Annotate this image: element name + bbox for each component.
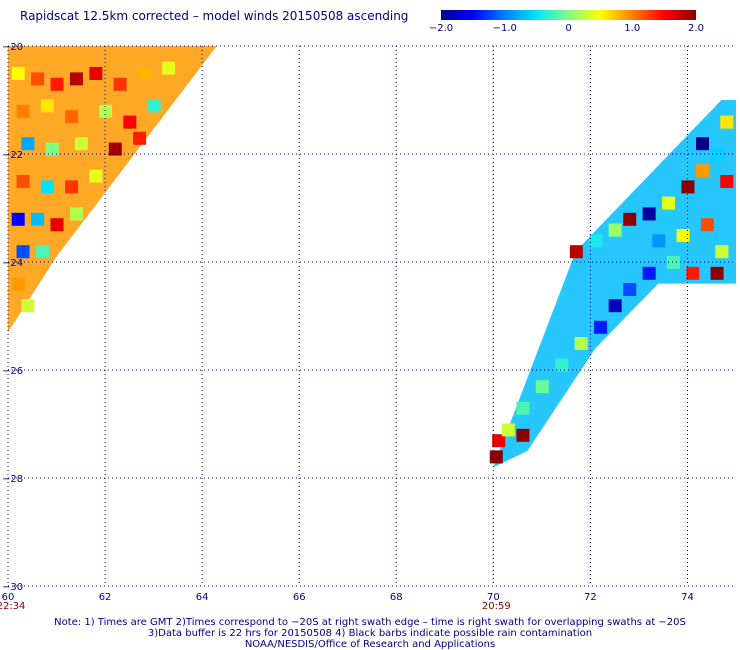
wind-cell [623, 212, 637, 226]
colorbar-tick-label: 1.0 [624, 23, 640, 34]
wind-cell [589, 234, 603, 248]
wind-cell [11, 67, 25, 80]
wind-cell [50, 77, 64, 91]
note-line-2: 3)Data buffer is 22 hrs for 20150508 4) … [147, 628, 593, 639]
swath-area [8, 46, 217, 333]
wind-cell [21, 299, 35, 313]
wind-cell [65, 180, 79, 194]
x-tick-label: 64 [196, 592, 209, 603]
wind-cell [108, 142, 122, 156]
wind-cell [35, 245, 49, 259]
wind-cell [623, 283, 637, 296]
wind-cell [162, 61, 176, 75]
y-tick-label: −20 [2, 42, 23, 53]
map-title: Rapidscat 12.5km corrected – model winds… [20, 9, 409, 23]
wind-cell [99, 104, 113, 118]
y-tick-label: −22 [2, 150, 23, 161]
x-tick-label: 72 [584, 592, 597, 603]
y-tick-label: −28 [2, 474, 23, 485]
x-tick-label: 68 [390, 592, 403, 603]
wind-cell [594, 320, 608, 334]
wind-cell [89, 169, 103, 183]
x-tick-label: 74 [681, 592, 694, 603]
wind-cell [662, 196, 676, 210]
swath-area [493, 100, 736, 468]
note-line-1: Note: 1) Times are GMT 2)Times correspon… [54, 617, 686, 628]
wind-cell [652, 234, 666, 248]
wind-cell [720, 115, 734, 129]
x-tick-label: 62 [99, 592, 112, 603]
wind-cell [40, 180, 54, 194]
wind-cell [50, 218, 64, 232]
wind-cell [45, 142, 59, 156]
wind-cell [696, 164, 710, 178]
x-tick-label: 66 [293, 592, 306, 603]
wind-cell [686, 266, 700, 280]
y-tick-label: −26 [2, 366, 23, 377]
wind-cell [608, 223, 622, 237]
wind-cell [123, 115, 137, 129]
wind-cell [31, 212, 45, 226]
wind-cell [710, 266, 724, 280]
time-label: 20:59 [482, 601, 511, 612]
wind-cell [89, 67, 103, 80]
colorbar-bar [441, 10, 696, 20]
wind-cell [74, 137, 88, 151]
wind-cell [31, 72, 45, 86]
wind-cell [489, 450, 503, 464]
wind-cell [720, 175, 734, 188]
wind-cell [137, 67, 151, 80]
wind-cell [69, 207, 83, 221]
x-tick-label: 60 [2, 592, 15, 603]
wind-cell [555, 358, 569, 372]
wind-cell [608, 299, 622, 313]
colorbar-tick-label: 2.0 [688, 23, 704, 34]
axes: 60 62 64 66 68 70 72 74 −20 −22 −24 −26 −28 −30 22:34 2… [0, 42, 694, 612]
y-tick-label: −24 [2, 258, 23, 269]
wind-cell [147, 99, 161, 113]
swath-east [489, 100, 736, 468]
swath-layer [8, 46, 736, 468]
wind-cell [666, 256, 680, 269]
wind-cell [113, 77, 127, 91]
wind-cell [16, 175, 30, 188]
wind-cell [65, 110, 79, 124]
wind-cell [676, 229, 690, 242]
wind-cell [11, 277, 25, 291]
wind-cell [492, 434, 506, 448]
colorbar-tick-label: 0 [565, 23, 571, 34]
wind-cell [642, 207, 656, 221]
colorbar: −2.0 −1.0 0 1.0 2.0 [429, 10, 704, 34]
colorbar-tick-label: −2.0 [429, 23, 453, 34]
wind-cell [16, 104, 30, 118]
wind-cell [642, 266, 656, 280]
wind-cell [11, 212, 25, 226]
wind-cell [40, 99, 54, 113]
x-tick-label: 70 [487, 592, 500, 603]
wind-cell [501, 423, 515, 437]
wind-cell [696, 137, 710, 151]
wind-cell [535, 380, 549, 394]
wind-cell [69, 72, 83, 86]
colorbar-tick-label: −1.0 [493, 23, 517, 34]
wind-cell [569, 245, 583, 259]
wind-cell [715, 245, 729, 259]
wind-cell [574, 337, 588, 350]
swath-west [8, 46, 217, 333]
wind-cell [133, 131, 147, 145]
wind-cell [700, 218, 714, 232]
wind-cell [516, 428, 530, 442]
time-label: 22:34 [0, 601, 25, 612]
wind-cell [710, 148, 724, 161]
y-tick-label: −30 [2, 582, 23, 593]
note-line-3: NOAA/NESDIS/Office of Research and Appli… [244, 639, 496, 650]
grid-lines [7, 45, 736, 587]
wind-cell [16, 245, 30, 259]
wind-cell [516, 401, 530, 415]
wind-cell [21, 137, 35, 151]
